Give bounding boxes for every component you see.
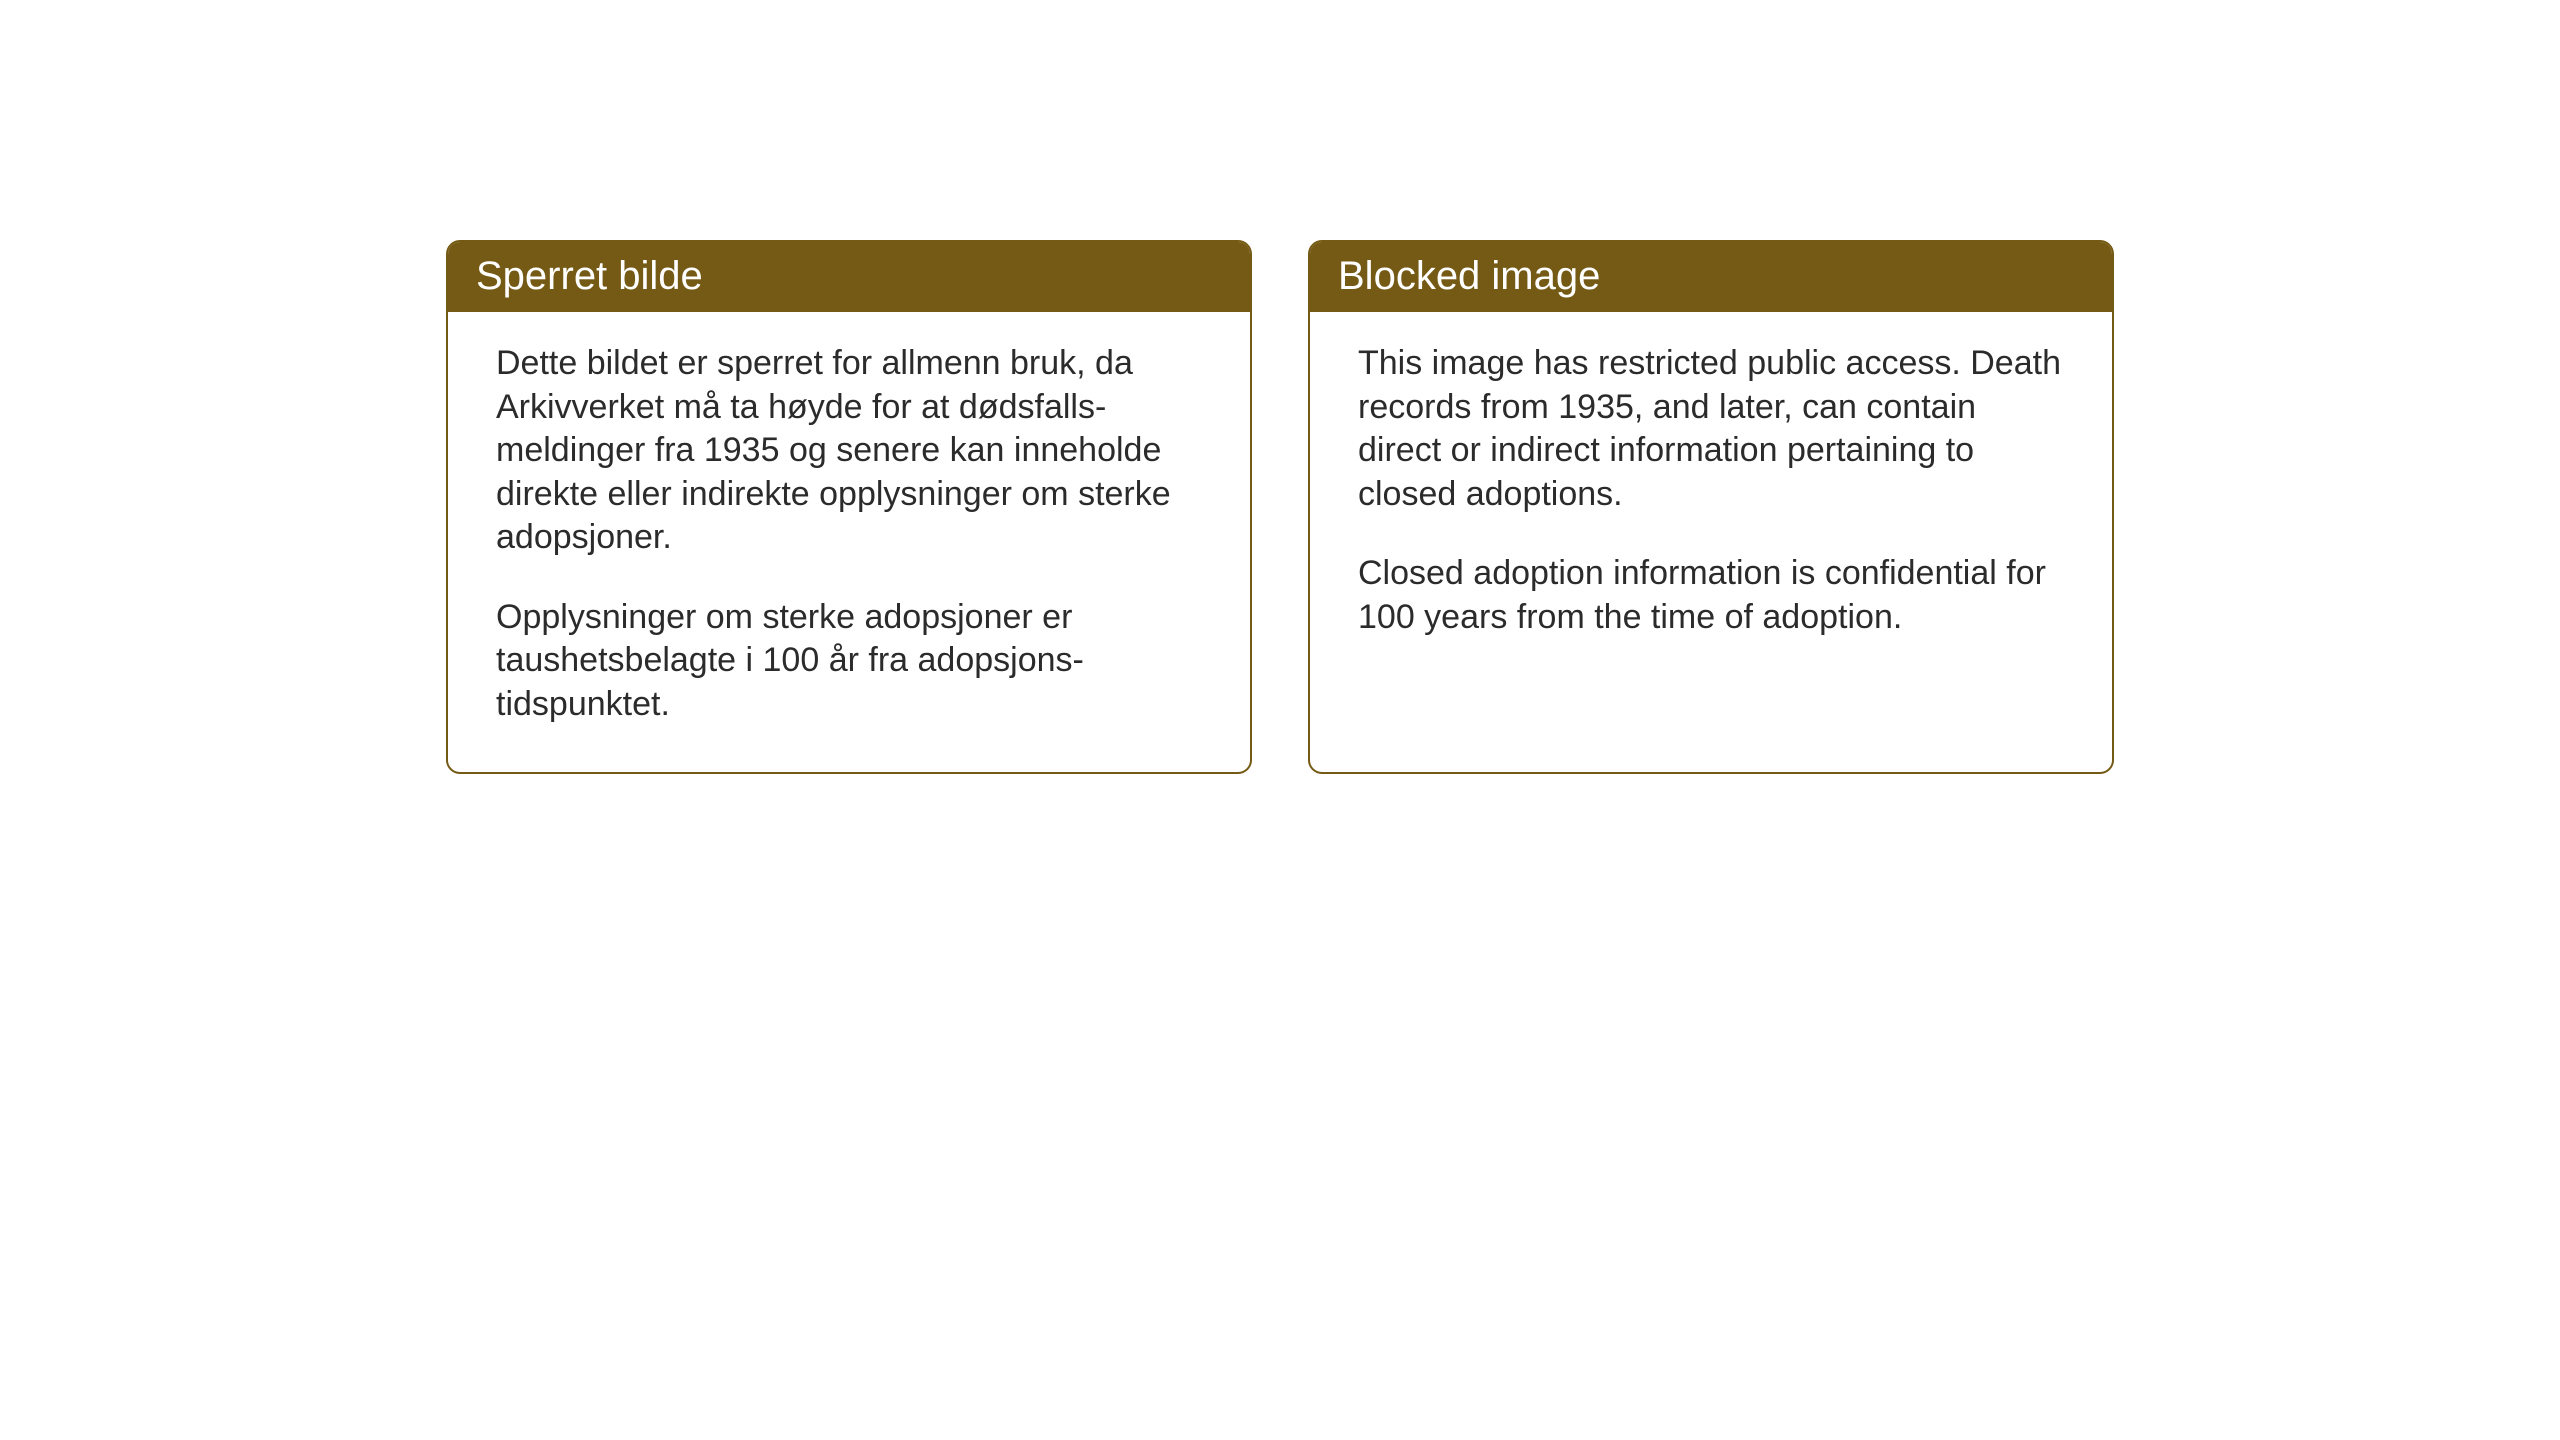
card-header-english: Blocked image (1310, 242, 2112, 312)
card-body-norwegian: Dette bildet er sperret for allmenn bruk… (448, 312, 1250, 772)
card-paragraph: Closed adoption information is confident… (1358, 552, 2064, 639)
notice-card-norwegian: Sperret bilde Dette bildet er sperret fo… (446, 240, 1252, 774)
card-paragraph: Opplysninger om sterke adopsjoner er tau… (496, 596, 1202, 727)
card-body-english: This image has restricted public access.… (1310, 312, 2112, 685)
card-paragraph: Dette bildet er sperret for allmenn bruk… (496, 342, 1202, 560)
card-paragraph: This image has restricted public access.… (1358, 342, 2064, 516)
cards-container: Sperret bilde Dette bildet er sperret fo… (446, 240, 2114, 774)
card-header-norwegian: Sperret bilde (448, 242, 1250, 312)
notice-card-english: Blocked image This image has restricted … (1308, 240, 2114, 774)
